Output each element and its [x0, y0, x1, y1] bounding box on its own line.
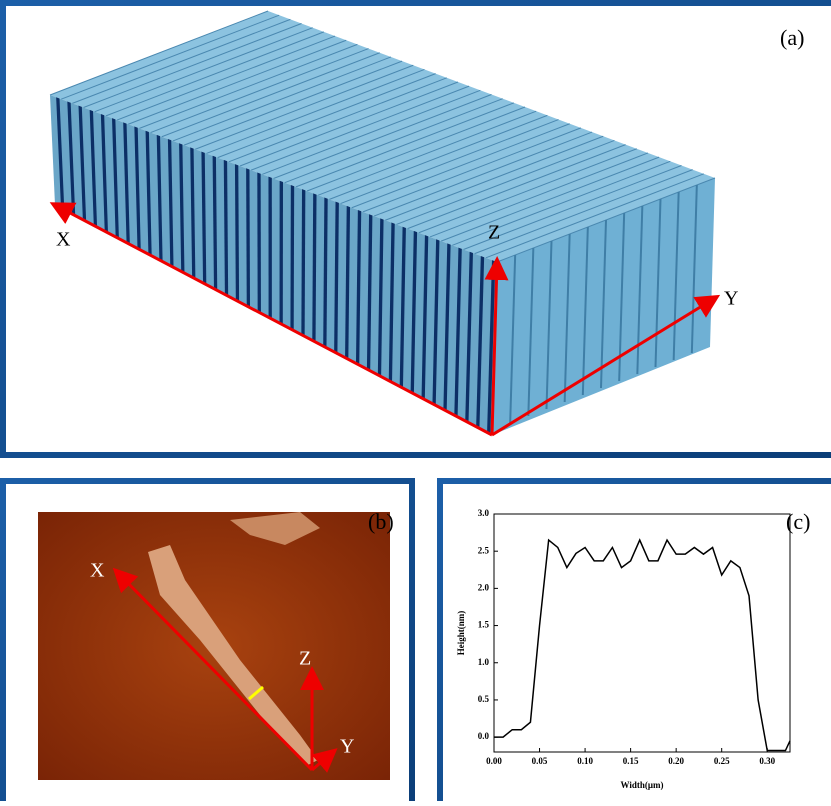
y-tick-label: 2.0 [478, 582, 490, 592]
x-tick-label: 0.10 [577, 756, 593, 766]
slab-gap [246, 168, 250, 307]
page: X Z Y (a) X Z Y (b) (c) Width(μm) Height… [0, 0, 831, 806]
figure: X Z Y (a) X Z Y (b) (c) Width(μm) Height… [0, 0, 831, 801]
axis-label: Y [724, 288, 738, 310]
x-tick-label: 0.00 [486, 756, 502, 766]
lamellae [50, 11, 715, 435]
slab-gap [257, 172, 261, 313]
axis-label: Y [340, 736, 354, 758]
panel-label: (a) [780, 25, 804, 50]
axis-label: Z [488, 222, 500, 244]
x-tick-label: 0.05 [532, 756, 548, 766]
slab-gap [280, 181, 283, 325]
y-tick-label: 0.0 [478, 731, 490, 741]
y-tick-label: 3.0 [478, 508, 490, 518]
y-tick-label: 2.5 [478, 545, 490, 555]
slab-gap [290, 185, 294, 331]
panel-label: (c) [786, 509, 810, 534]
y-tick-label: 0.5 [478, 694, 490, 704]
x-tick-label: 0.30 [759, 756, 775, 766]
slab-gap [268, 177, 271, 320]
y-axis-title: Height(nm) [456, 611, 466, 656]
x-tick-label: 0.15 [623, 756, 639, 766]
x-tick-label: 0.25 [714, 756, 730, 766]
data-line [494, 540, 790, 750]
y-tick-label: 1.5 [478, 620, 490, 630]
y-tick-label: 1.0 [478, 657, 490, 667]
axis-label: Z [299, 648, 311, 670]
axis-label: X [56, 229, 71, 251]
axis-label: X [90, 560, 105, 582]
panel-c-frame [440, 481, 831, 801]
x-axis-title: Width(μm) [621, 780, 664, 790]
x-tick-label: 0.20 [668, 756, 684, 766]
panel-label: (b) [368, 509, 394, 534]
